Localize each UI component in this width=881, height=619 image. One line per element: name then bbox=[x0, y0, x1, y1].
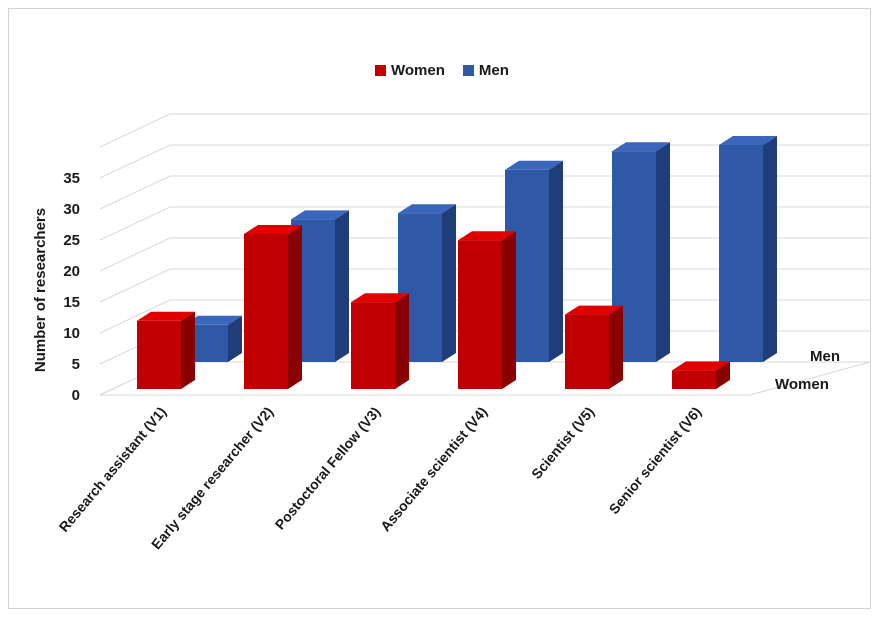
y-tick-label: 30 bbox=[63, 201, 80, 218]
y-axis-label: Number of researchers bbox=[32, 207, 49, 373]
bar-women-side bbox=[502, 231, 516, 389]
bar-men-top bbox=[398, 204, 456, 214]
bar-women-front bbox=[244, 234, 288, 389]
bar-women-front bbox=[565, 314, 609, 389]
bar-men bbox=[398, 204, 456, 362]
depth-label-women: Women bbox=[775, 376, 829, 393]
legend-label-women: Women bbox=[391, 62, 445, 79]
y-axis-label-wrap: Number of researchers bbox=[32, 208, 49, 372]
x-tick-label: Postoctoral Fellow (V3) bbox=[272, 404, 384, 533]
bar-men-top bbox=[291, 210, 349, 220]
gridline-side bbox=[99, 113, 171, 148]
y-tick-label: 0 bbox=[72, 387, 80, 404]
bar-women bbox=[244, 225, 302, 389]
bar-women-side bbox=[609, 305, 623, 389]
bar-women bbox=[458, 231, 516, 389]
bar-women bbox=[672, 361, 730, 389]
y-tick-label: 20 bbox=[63, 263, 80, 280]
gridline-side bbox=[99, 175, 171, 210]
legend-swatch-men bbox=[462, 65, 474, 76]
bar-women-side bbox=[395, 293, 409, 389]
gridline-side bbox=[99, 268, 171, 303]
x-tick-label: Senior scientist (V6) bbox=[606, 404, 705, 517]
bar-men bbox=[719, 136, 777, 362]
bar-women-top bbox=[458, 231, 516, 241]
bar-men-side bbox=[228, 315, 242, 362]
bar-men-top bbox=[184, 315, 242, 325]
bar-men-side bbox=[656, 142, 670, 362]
bar-women bbox=[565, 305, 623, 389]
gridline-side bbox=[99, 299, 171, 334]
bar-women-side bbox=[288, 225, 302, 389]
bar-women-top bbox=[244, 225, 302, 234]
legend-label-men: Men bbox=[478, 62, 509, 79]
gridline-side bbox=[99, 237, 171, 272]
gridline-side bbox=[99, 144, 171, 179]
legend-swatch-women bbox=[375, 65, 386, 76]
bar-women-front bbox=[137, 320, 181, 389]
legend-item-women: Women bbox=[375, 62, 445, 79]
bars bbox=[137, 136, 777, 389]
bar-men-top bbox=[719, 136, 777, 145]
y-tick-label: 5 bbox=[72, 356, 80, 373]
bar-men bbox=[184, 315, 242, 362]
bar-men-side bbox=[442, 204, 456, 362]
gridline-side bbox=[99, 206, 171, 241]
y-tick-label: 10 bbox=[63, 325, 80, 342]
bar-women-top bbox=[672, 361, 730, 371]
y-tick-label: 25 bbox=[63, 232, 80, 249]
depth-labels: Men Women bbox=[775, 348, 840, 393]
bar-men-front bbox=[719, 145, 763, 362]
y-tick-label: 15 bbox=[63, 294, 80, 311]
y-tick-labels: 0 5 10 15 20 25 30 35 bbox=[63, 170, 80, 404]
bar-women-top bbox=[137, 311, 195, 321]
legend-item-men: Men bbox=[462, 62, 509, 79]
bar-men-side bbox=[763, 136, 777, 362]
bar-women-front bbox=[351, 302, 395, 389]
bar-men-top bbox=[505, 160, 563, 170]
x-tick-labels: Research assistant (V1)Early stage resea… bbox=[56, 404, 705, 553]
x-tick-label: Early stage researcher (V2) bbox=[148, 404, 276, 553]
bar-men-side bbox=[549, 160, 563, 362]
bar-women-side bbox=[181, 311, 195, 389]
bar-men-side bbox=[335, 210, 349, 362]
x-tick-label: Scientist (V5) bbox=[528, 404, 597, 482]
bar-women bbox=[351, 293, 409, 389]
bar-women-front bbox=[458, 240, 502, 389]
x-tick-label: Research assistant (V1) bbox=[56, 404, 170, 535]
bar-men-top bbox=[612, 142, 670, 152]
depth-label-men: Men bbox=[810, 348, 840, 365]
bar-women-top bbox=[351, 293, 409, 303]
bar-women-side bbox=[716, 361, 730, 389]
y-tick-label: 35 bbox=[63, 170, 80, 187]
x-tick-label: Associate scientist (V4) bbox=[377, 404, 490, 535]
bar-women-top bbox=[565, 305, 623, 315]
bar-women-front bbox=[672, 370, 716, 389]
legend: Women Men bbox=[375, 62, 527, 79]
bar-women bbox=[137, 311, 195, 389]
